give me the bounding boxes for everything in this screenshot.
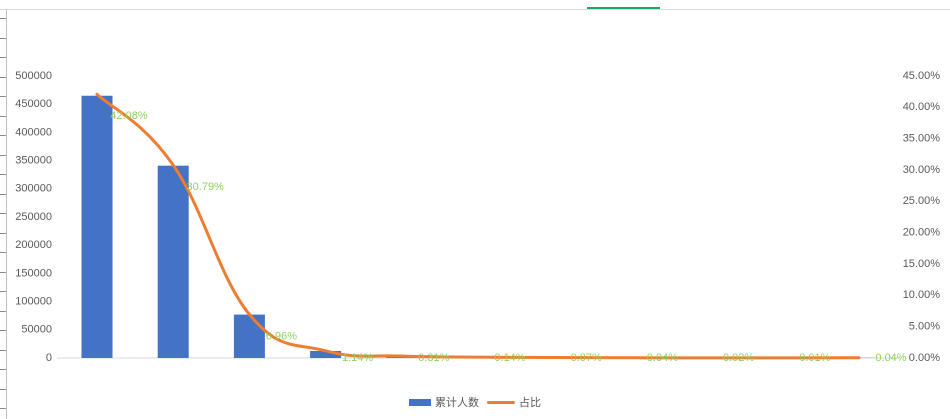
- line-data-label: 42.08%: [110, 110, 148, 122]
- row-tick: [0, 18, 6, 19]
- row-tick: [0, 310, 6, 312]
- line-data-label: 30.79%: [187, 181, 225, 193]
- row-tick: [0, 408, 6, 409]
- line-data-label: 0.31%: [418, 352, 449, 364]
- row-tick: [0, 369, 6, 370]
- y-right-tick-label: 5.00%: [909, 321, 940, 333]
- line-data-label: 0.14%: [494, 352, 525, 364]
- bar[interactable]: [233, 314, 265, 358]
- bar-series: [81, 95, 875, 359]
- legend-swatch-line: [487, 400, 515, 404]
- y-right-tick-label: 25.00%: [903, 195, 941, 207]
- y-right-tick-label: 35.00%: [903, 133, 941, 145]
- row-tick: [0, 271, 6, 273]
- row-tick: [0, 232, 6, 234]
- y-axis-left: 0 50000 100000 150000 200000 250000 300000 3500…: [15, 70, 52, 364]
- row-tick: [0, 252, 6, 253]
- row-tick: [0, 115, 6, 117]
- top-divider: [0, 9, 950, 10]
- legend-swatch-bar: [409, 398, 431, 406]
- row-tick: [0, 154, 6, 156]
- y-left-tick-label: 150000: [15, 267, 52, 279]
- line-data-label: 0.02%: [723, 352, 754, 364]
- y-right-tick-label: 40.00%: [903, 101, 941, 113]
- line-data-label: 6.96%: [266, 330, 297, 342]
- y-left-tick-label: 450000: [15, 98, 52, 110]
- y-right-tick-label: 10.00%: [903, 289, 941, 301]
- row-tick: [0, 135, 6, 136]
- row-tick: [0, 193, 6, 195]
- y-left-tick-label: 200000: [15, 239, 52, 251]
- row-tick: [0, 291, 6, 292]
- line-series: [95, 92, 861, 360]
- y-left-tick-label: 300000: [15, 183, 52, 195]
- legend: 累计人数 占比: [0, 394, 950, 410]
- row-tick: [0, 213, 6, 214]
- row-tick: [0, 388, 6, 390]
- y-left-tick-label: 350000: [15, 155, 52, 167]
- row-tick: [0, 57, 6, 58]
- row-tick: [0, 330, 6, 331]
- y-right-tick-label: 20.00%: [903, 227, 941, 239]
- legend-item-line[interactable]: 占比: [487, 394, 541, 410]
- y-axis-right: 0.00% 5.00% 10.00% 15.00% 20.00% 25.00% 30.00%…: [903, 70, 941, 364]
- line-data-label: 0.01%: [799, 352, 830, 364]
- y-right-tick-label: 0.00%: [909, 352, 940, 364]
- y-left-tick-label: 100000: [15, 296, 52, 308]
- bar[interactable]: [81, 95, 113, 359]
- y-right-tick-label: 15.00%: [903, 258, 941, 270]
- bar[interactable]: [157, 165, 189, 358]
- line-data-label: 0.04%: [647, 352, 678, 364]
- row-tick: [0, 349, 6, 351]
- row-tick: [0, 174, 6, 175]
- y-left-tick-label: 50000: [21, 324, 52, 336]
- line-data-label: 0.04%: [875, 352, 906, 364]
- row-tick: [0, 76, 6, 78]
- line-data-label: 1.14%: [342, 352, 373, 364]
- row-tick: [0, 37, 6, 39]
- legend-label-line: 占比: [519, 397, 541, 409]
- line-data-label: 0.07%: [571, 352, 602, 364]
- y-left-tick-label: 0: [46, 352, 52, 364]
- active-tab-indicator: [587, 7, 660, 9]
- legend-label-bar: 累计人数: [435, 397, 479, 409]
- y-right-tick-label: 45.00%: [903, 70, 941, 82]
- legend-item-bar[interactable]: 累计人数: [409, 394, 479, 410]
- y-left-tick-label: 400000: [15, 126, 52, 138]
- row-header-strip: [0, 10, 7, 419]
- y-right-tick-label: 30.00%: [903, 164, 941, 176]
- bar[interactable]: [310, 350, 342, 358]
- data-labels: 42.08% 30.79% 6.96% 1.14% 0.31% 0.14% 0.07% 0.0…: [110, 110, 906, 364]
- row-tick: [0, 96, 6, 97]
- y-left-tick-label: 250000: [15, 211, 52, 223]
- y-left-tick-label: 500000: [15, 70, 52, 82]
